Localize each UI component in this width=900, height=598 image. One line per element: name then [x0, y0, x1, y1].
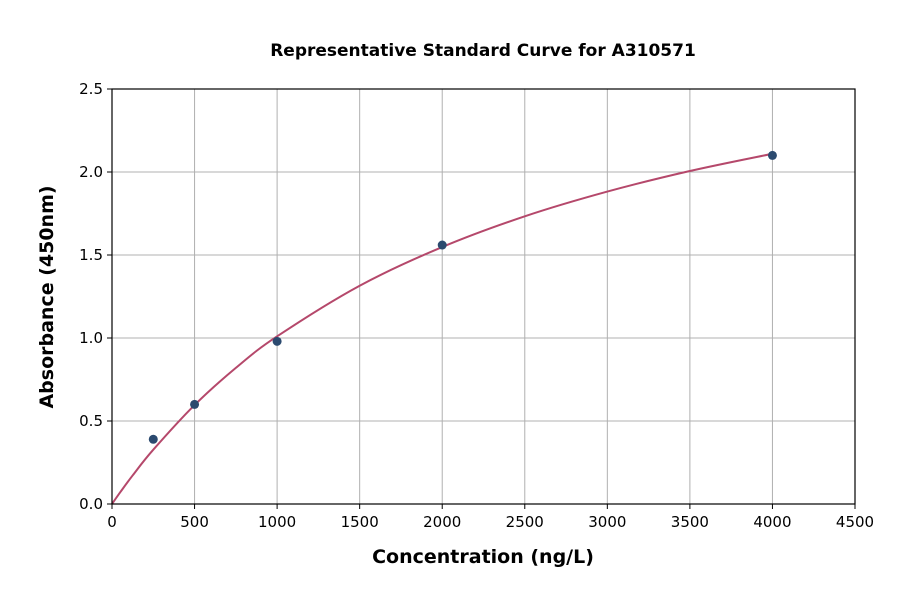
grid	[111, 88, 856, 505]
y-axis-label: Absorbance (450nm)	[36, 185, 58, 408]
x-tick-label: 4500	[836, 513, 874, 531]
x-tick-label: 2000	[423, 513, 461, 531]
y-tick-label: 1.0	[79, 329, 103, 347]
plot-frame	[111, 88, 856, 505]
x-axis-label: Concentration (ng/L)	[372, 546, 594, 568]
chart-title: Representative Standard Curve for A31057…	[270, 41, 696, 61]
x-axis-ticks: 0 500 1000 1500 2000 2500 3000 3500 4000 4500	[107, 504, 874, 531]
y-tick-label: 1.5	[79, 246, 103, 264]
data-point	[148, 434, 158, 444]
x-tick-label: 0	[107, 513, 117, 531]
x-tick-label: 3000	[588, 513, 626, 531]
fit-curve	[111, 152, 773, 505]
data-point	[272, 336, 282, 346]
x-tick-label: 4000	[753, 513, 791, 531]
x-tick-label: 1000	[258, 513, 296, 531]
x-tick-label: 1500	[341, 513, 379, 531]
y-tick-label: 2.0	[79, 163, 103, 181]
y-tick-label: 0.5	[79, 412, 103, 430]
x-tick-label: 2500	[506, 513, 544, 531]
data-point	[437, 240, 447, 250]
data-point	[767, 150, 777, 160]
x-tick-label: 500	[180, 513, 209, 531]
x-tick-label: 3500	[671, 513, 709, 531]
data-points	[148, 150, 777, 444]
y-axis-ticks: 0.0 0.5 1.0 1.5 2.0 2.5	[79, 80, 112, 513]
data-point	[190, 399, 200, 409]
y-tick-label: 0.0	[79, 495, 103, 513]
y-tick-label: 2.5	[79, 80, 103, 98]
